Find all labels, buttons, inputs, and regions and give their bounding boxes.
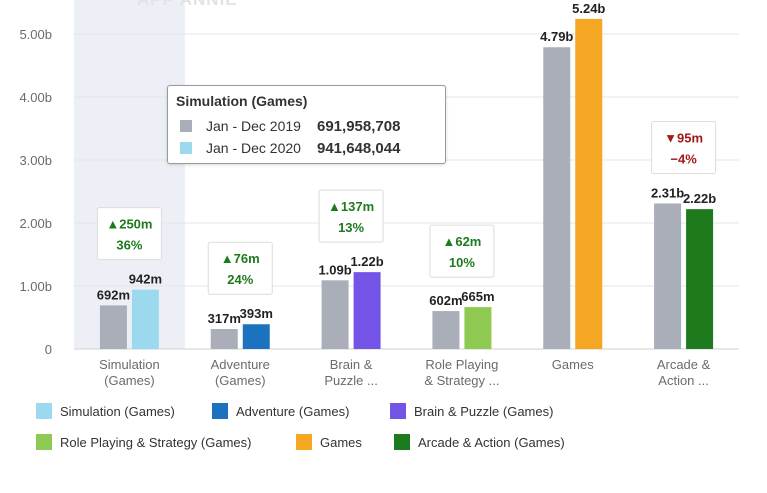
tooltip-value: 691,958,708 bbox=[317, 117, 401, 135]
y-tick-label: 0 bbox=[45, 342, 52, 357]
legend-label: Games bbox=[320, 434, 362, 450]
y-tick-label: 2.00b bbox=[19, 216, 52, 231]
change-callout bbox=[318, 189, 384, 243]
data-label: 665m bbox=[461, 289, 494, 304]
legend-swatch bbox=[36, 434, 52, 450]
change-absolute: ▼95m bbox=[664, 130, 703, 145]
change-percent: 10% bbox=[449, 255, 475, 270]
legend-swatch bbox=[390, 403, 406, 419]
tooltip-row-2020: Jan - Dec 2020 941,648,044 bbox=[176, 137, 437, 159]
data-label: 317m bbox=[208, 311, 241, 326]
bar-chart: APP ANNIE01.00b2.00b3.00b4.00b5.00b692m9… bbox=[19, 0, 739, 388]
x-tick-label: Adventure bbox=[211, 357, 270, 372]
legend-label: Brain & Puzzle (Games) bbox=[414, 403, 554, 419]
bar bbox=[210, 329, 238, 349]
legend-item-adventure[interactable]: Adventure (Games) bbox=[212, 403, 349, 419]
data-label: 692m bbox=[97, 287, 130, 302]
data-label: 4.79b bbox=[540, 29, 573, 44]
legend-swatch bbox=[394, 434, 410, 450]
bar bbox=[432, 311, 460, 349]
legend-label: Arcade & Action (Games) bbox=[418, 434, 565, 450]
legend-swatch bbox=[212, 403, 228, 419]
legend-swatch bbox=[296, 434, 312, 450]
tooltip-row-2019: Jan - Dec 2019 691,958,708 bbox=[176, 115, 437, 137]
bar bbox=[242, 324, 270, 349]
legend-item-arcade-action[interactable]: Arcade & Action (Games) bbox=[394, 434, 565, 450]
x-tick-label: (Games) bbox=[104, 373, 155, 388]
change-callout bbox=[96, 207, 162, 261]
change-absolute: ▲250m bbox=[106, 217, 152, 232]
tooltip-period: Jan - Dec 2019 bbox=[206, 118, 301, 134]
x-tick-label: Arcade & bbox=[657, 357, 711, 372]
tooltip: Simulation (Games) Jan - Dec 2019 691,95… bbox=[167, 85, 446, 164]
bar bbox=[464, 307, 492, 349]
data-label: 942m bbox=[129, 272, 162, 287]
change-percent: 36% bbox=[116, 238, 142, 253]
bar bbox=[99, 305, 127, 349]
highlight-band bbox=[74, 0, 185, 349]
change-absolute: ▲62m bbox=[442, 234, 481, 249]
legend-item-brain-puzzle[interactable]: Brain & Puzzle (Games) bbox=[390, 403, 553, 419]
data-label: 1.22b bbox=[350, 254, 383, 269]
tooltip-period: Jan - Dec 2020 bbox=[206, 140, 301, 156]
change-percent: 24% bbox=[227, 272, 253, 287]
y-tick-label: 3.00b bbox=[19, 153, 52, 168]
bar bbox=[575, 18, 603, 349]
data-label: 2.22b bbox=[683, 191, 716, 206]
legend-item-games[interactable]: Games bbox=[296, 434, 362, 450]
change-percent: −4% bbox=[670, 151, 697, 166]
y-tick-label: 5.00b bbox=[19, 27, 52, 42]
change-absolute: ▲137m bbox=[328, 199, 374, 214]
y-tick-label: 1.00b bbox=[19, 279, 52, 294]
data-label: 393m bbox=[240, 306, 273, 321]
watermark-text: APP ANNIE bbox=[137, 0, 238, 9]
tooltip-value: 941,648,044 bbox=[317, 139, 401, 157]
bar bbox=[686, 209, 714, 349]
x-tick-label: Role Playing bbox=[425, 357, 498, 372]
change-percent: 13% bbox=[338, 220, 364, 235]
legend-label: Simulation (Games) bbox=[60, 403, 175, 419]
x-tick-label: Action ... bbox=[658, 373, 709, 388]
x-tick-label: & Strategy ... bbox=[424, 373, 499, 388]
bar bbox=[543, 47, 571, 349]
change-absolute: ▲76m bbox=[221, 251, 260, 266]
tooltip-title: Simulation (Games) bbox=[176, 93, 308, 109]
legend-item-simulation[interactable]: Simulation (Games) bbox=[36, 403, 175, 419]
y-tick-label: 4.00b bbox=[19, 90, 52, 105]
legend-label: Role Playing & Strategy (Games) bbox=[60, 434, 252, 450]
change-callout bbox=[429, 224, 495, 278]
bar bbox=[353, 272, 381, 349]
legend-label: Adventure (Games) bbox=[236, 403, 350, 419]
x-tick-label: Games bbox=[552, 357, 594, 372]
data-label: 2.31b bbox=[651, 185, 684, 200]
x-tick-label: (Games) bbox=[215, 373, 266, 388]
data-label: 602m bbox=[429, 293, 462, 308]
data-label: 1.09b bbox=[318, 262, 351, 277]
change-callout bbox=[651, 120, 717, 174]
x-tick-label: Brain & bbox=[330, 357, 373, 372]
x-tick-label: Simulation bbox=[99, 357, 160, 372]
x-tick-label: Puzzle ... bbox=[324, 373, 377, 388]
tooltip-swatch-2020 bbox=[180, 142, 192, 154]
change-callout bbox=[207, 241, 273, 295]
tooltip-swatch-2019 bbox=[180, 120, 192, 132]
data-label: 5.24b bbox=[572, 1, 605, 16]
bar bbox=[131, 289, 159, 349]
bar bbox=[321, 280, 349, 349]
legend-item-role-playing[interactable]: Role Playing & Strategy (Games) bbox=[36, 434, 251, 450]
legend-swatch bbox=[36, 403, 52, 419]
bar bbox=[654, 203, 682, 349]
